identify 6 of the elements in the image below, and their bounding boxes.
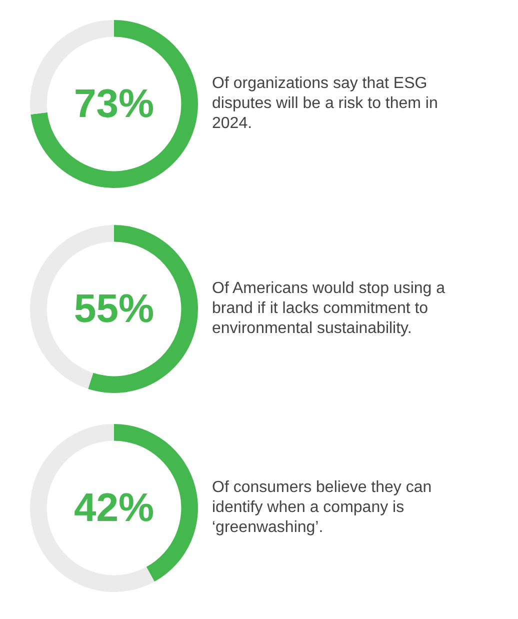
text: Of consumers believe they can identify when a company is ‘greenwashing’. xyxy=(212,478,433,538)
text: Of organizations say that ESG disputes will be a risk to them in 2024. xyxy=(212,74,439,134)
data-label: 55% xyxy=(74,287,154,332)
text: Of Americans would stop using a brand if it lacks commitment to environmental sustainability. xyxy=(212,279,446,339)
data-label: 42% xyxy=(74,486,154,530)
data-label: 73% xyxy=(74,82,154,126)
